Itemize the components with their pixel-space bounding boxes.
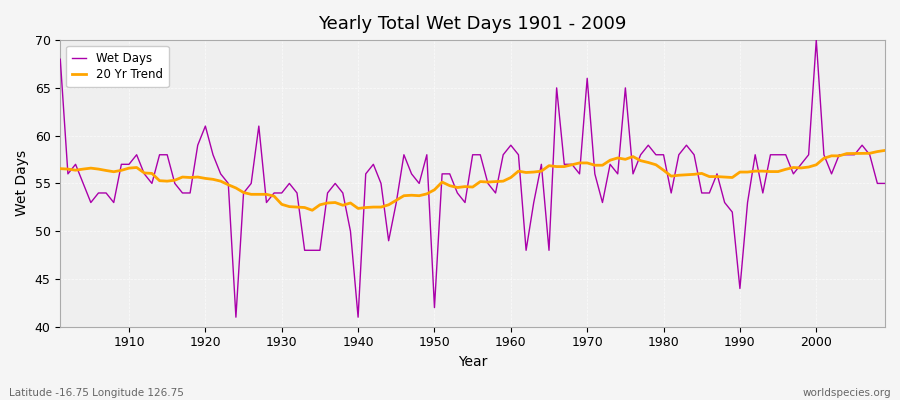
20 Yr Trend [55, 166, 66, 171]
Text: Latitude -16.75 Longitude 126.75: Latitude -16.75 Longitude 126.75 [9, 388, 184, 398]
Wet Days [513, 152, 524, 157]
Wet Days [230, 315, 241, 320]
Legend: Wet Days, 20 Yr Trend: Wet Days, 20 Yr Trend [67, 46, 168, 87]
Wet Days [811, 38, 822, 42]
20 Yr Trend [284, 204, 295, 209]
20 Yr Trend [338, 203, 348, 208]
Y-axis label: Wet Days: Wet Days [15, 150, 29, 216]
X-axis label: Year: Year [458, 355, 487, 369]
20 Yr Trend [605, 158, 616, 163]
Wet Days [116, 162, 127, 167]
Wet Days [879, 181, 890, 186]
Title: Yearly Total Wet Days 1901 - 2009: Yearly Total Wet Days 1901 - 2009 [319, 15, 626, 33]
Wet Days [338, 190, 348, 195]
Wet Days [605, 162, 616, 167]
Wet Days [55, 57, 66, 62]
Line: Wet Days: Wet Days [60, 40, 885, 317]
20 Yr Trend [506, 175, 517, 180]
Line: 20 Yr Trend: 20 Yr Trend [60, 150, 885, 210]
20 Yr Trend [879, 148, 890, 153]
Wet Days [292, 190, 302, 195]
20 Yr Trend [307, 208, 318, 213]
20 Yr Trend [116, 168, 127, 173]
Wet Days [506, 143, 517, 148]
Text: worldspecies.org: worldspecies.org [803, 388, 891, 398]
20 Yr Trend [513, 169, 524, 174]
